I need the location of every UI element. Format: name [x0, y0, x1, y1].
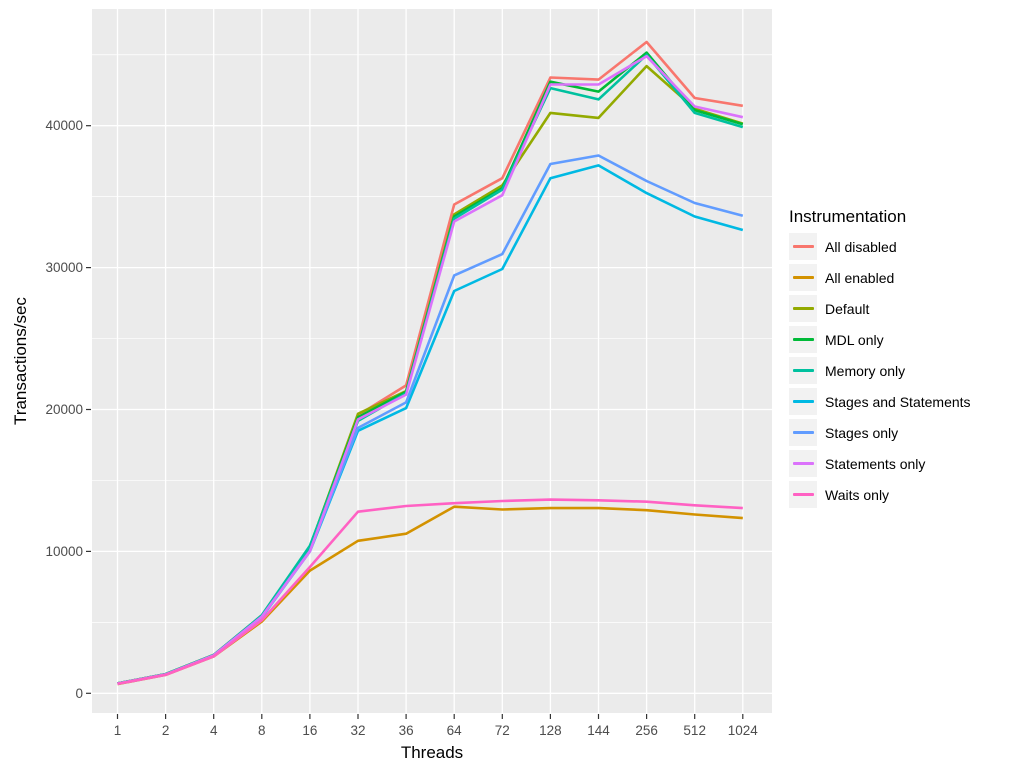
x-tick-label: 2 [162, 723, 170, 738]
series-line [117, 498, 743, 686]
legend-key-line [792, 276, 814, 279]
x-tick-label: 144 [587, 723, 610, 738]
legend-item: All disabled [789, 233, 971, 260]
x-tick-label: 64 [447, 723, 463, 738]
legend-key-line [792, 245, 814, 248]
legend-key-swatch [789, 357, 817, 384]
legend-key-swatch [789, 295, 817, 322]
legend-key-line [792, 307, 814, 310]
legend-key-line [792, 400, 814, 403]
x-tick-label: 1024 [728, 723, 759, 738]
legend: Instrumentation All disabled All enabled D… [789, 206, 971, 512]
legend-item-label: Memory only [825, 362, 906, 379]
legend-items: All disabled All enabled Default MDL only Me… [789, 233, 971, 508]
x-tick-label: 4 [210, 723, 218, 738]
legend-key-line [792, 338, 814, 341]
x-tick-label: 128 [539, 723, 562, 738]
plot-panel [92, 9, 772, 713]
legend-item: Default [789, 295, 971, 322]
legend-item-label: Stages only [825, 424, 899, 441]
legend-key-swatch [789, 388, 817, 415]
legend-key-line [792, 431, 814, 434]
legend-key-swatch [789, 233, 817, 260]
legend-key-swatch [789, 419, 817, 446]
y-tick-label: 30000 [45, 260, 83, 275]
legend-title: Instrumentation [789, 207, 907, 226]
x-axis-title: Threads [400, 743, 464, 762]
legend-item-label: MDL only [825, 331, 884, 348]
legend-item: Stages only [789, 419, 971, 446]
x-tick-label: 1 [114, 723, 122, 738]
legend-item-label: Stages and Statements [825, 393, 971, 410]
legend-key-swatch [789, 264, 817, 291]
x-tick-label: 8 [258, 723, 266, 738]
legend-key-swatch [789, 326, 817, 353]
legend-item: MDL only [789, 326, 971, 353]
legend-key-line [792, 369, 814, 372]
legend-item: All enabled [789, 264, 971, 291]
legend-item-label: Default [825, 300, 870, 317]
x-tick-label: 36 [399, 723, 414, 738]
legend-key-line [792, 462, 814, 465]
legend-item: Statements only [789, 450, 971, 477]
y-axis-title: Transactions/sec [11, 297, 30, 425]
x-tick-label: 16 [302, 723, 317, 738]
legend-item: Stages and Statements [789, 388, 971, 415]
legend-item-label: All disabled [825, 238, 897, 255]
legend-item-label: Statements only [825, 455, 926, 472]
y-tick-label: 10000 [45, 544, 83, 559]
x-tick-label: 256 [635, 723, 658, 738]
y-tick-label: 20000 [45, 402, 83, 417]
x-tick-label: 512 [683, 723, 706, 738]
legend-item: Memory only [789, 357, 971, 384]
x-tick-label: 72 [495, 723, 510, 738]
legend-key-line [792, 493, 814, 496]
legend-item: Waits only [789, 481, 971, 508]
legend-key-swatch [789, 450, 817, 477]
x-tick-label: 32 [350, 723, 365, 738]
legend-item-label: Waits only [825, 486, 890, 503]
y-tick-label: 0 [75, 686, 83, 701]
legend-item-label: All enabled [825, 269, 895, 286]
y-tick-label: 40000 [45, 118, 83, 133]
legend-key-swatch [789, 481, 817, 508]
